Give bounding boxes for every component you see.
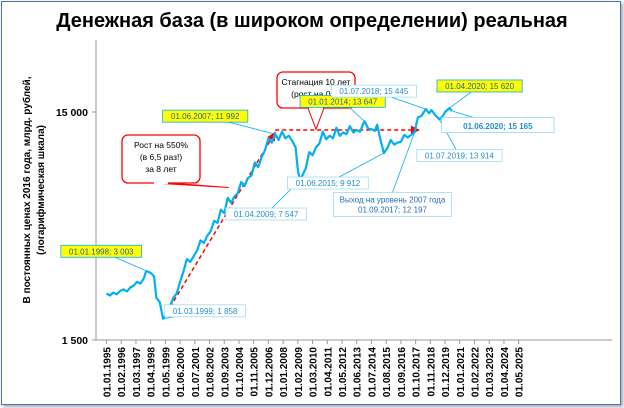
annotation-text: 01.06.2007; 11 992 [171, 112, 240, 121]
annotation-box [287, 176, 369, 190]
x-tick-label: 01.07.2001 [191, 347, 202, 397]
x-tick-label: 01.01.2008 [279, 347, 290, 397]
note-text: Выход на уровень 2007 года [340, 195, 446, 204]
callout-1: Рост на 550% (в 6,5 раз!) за 8 лет [121, 134, 229, 188]
annotation: 01.03.1999; 1 858 [163, 304, 246, 320]
callout-text: (в 6,5 раз!) [140, 152, 183, 162]
x-tick-label: 01.04.2024 [500, 347, 511, 397]
x-tick-label: 01.05.2012 [338, 347, 349, 397]
annotation-box [330, 84, 417, 98]
annotation: 01.06.2007; 11 992 [162, 109, 276, 135]
x-tick-label: 01.11.2005 [250, 347, 261, 397]
x-tick-label: 01.10.2004 [235, 347, 246, 397]
x-tick-label: 01.03.1997 [132, 347, 143, 397]
x-tick-label: 01.08.2002 [206, 347, 217, 397]
annotation-box [162, 109, 249, 123]
annotation-box [60, 244, 143, 258]
x-tick-label: 01.12.2006 [264, 347, 275, 397]
x-ticks: 01.01.1995 01.02.1996 01.03.1997 01.04.1998… [103, 340, 526, 397]
annotation-text: 01.04.2020; 15 620 [445, 82, 515, 91]
callout-text: Стагнация 10 лет [282, 77, 351, 87]
trend-lines [162, 125, 420, 320]
series-layer [105, 106, 453, 320]
x-tick-label: 01.08.2015 [382, 347, 393, 397]
x-tick-label: 01.04.1998 [147, 347, 158, 397]
annotation-text: 01.07.2019; 13 914 [425, 151, 495, 160]
annotation-box [416, 149, 503, 162]
annotation: 01.07.2018; 15 445 [330, 84, 426, 110]
annotation-text: 01.06.2020; 15 165 [463, 122, 533, 131]
note-box [333, 192, 452, 217]
x-tick-label: 01.12.2019 [441, 347, 452, 397]
y-ticks: 1 500 15 000 [56, 107, 96, 347]
x-tick-label: 01.11.2018 [426, 347, 437, 397]
annotation-box [225, 207, 307, 221]
y-tick-label: 15 000 [56, 107, 88, 119]
x-tick-label: 01.02.2022 [471, 347, 482, 397]
x-tick-label: 01.09.2003 [220, 347, 231, 397]
annotation-text: 01.01.1998; 3 003 [69, 247, 134, 256]
annotation-box [164, 304, 246, 318]
x-tick-label: 01.07.2014 [367, 347, 378, 397]
x-tick-label: 01.02.1996 [117, 347, 128, 397]
note-text: 01.09.2017; 12 197 [358, 205, 428, 214]
note-leader [392, 132, 415, 193]
y-axis-label-line-1: В постоянных ценах 2016 года, млрд. рубл… [21, 76, 33, 303]
annotation-text: 01.03.1999; 1 858 [173, 307, 238, 316]
x-tick-label: 01.01.1995 [103, 347, 114, 397]
trend-line-1 [162, 131, 276, 320]
annotation: 01.01.1998; 3 003 [60, 244, 148, 272]
annotation-text: 01.04.2009; 7 547 [234, 210, 299, 219]
callout-pointer [307, 107, 325, 131]
x-tick-label: 01.05.1999 [161, 347, 172, 397]
annotation: 01.06.2015; 9 912 [287, 152, 385, 190]
x-tick-label: 01.04.2011 [323, 347, 334, 397]
x-tick-label: 01.09.2016 [397, 347, 408, 397]
annotation: 01.06.2020; 15 165 [441, 110, 555, 133]
callout-text: за 8 лет [145, 164, 176, 174]
x-tick-label: 01.03.2010 [309, 347, 320, 397]
annotation: 01.04.2020; 15 620 [436, 79, 523, 109]
annotation-text: 01.01.2014; 13 647 [308, 97, 378, 106]
annotation-box [436, 79, 523, 93]
callout-text: Рост на 550% [134, 140, 188, 150]
x-tick-label: 01.02.2009 [294, 347, 305, 397]
annotation-text: 01.07.2018; 15 445 [339, 87, 409, 96]
annotation-box [441, 117, 555, 133]
series-line-1 [105, 106, 453, 320]
annotation: 01.07.2019; 13 914 [416, 119, 503, 162]
x-tick-label: 01.03.2023 [485, 347, 496, 397]
x-tick-label: 01.05.2025 [515, 347, 526, 397]
x-tick-label: 01.01.2021 [456, 347, 467, 397]
chart-title: Денежная база (в широком определении) ре… [56, 10, 568, 32]
x-tick-label: 01.06.2000 [176, 347, 187, 397]
x-tick-label: 01.06.2013 [353, 347, 364, 397]
callout-pointer-mask [154, 181, 168, 184]
data-annotations: 01.01.1998; 3 003 01.03.1999; 1 858 01.06.… [60, 79, 555, 320]
y-tick-label: 1 500 [62, 335, 88, 347]
x-tick-label: 01.10.2017 [412, 347, 423, 397]
annotation-text: 01.06.2015; 9 912 [296, 179, 361, 188]
y-axis-label-line-2: (логарифмическая шкала) [35, 125, 47, 255]
callout-text: (рост на 0%) [291, 89, 341, 99]
